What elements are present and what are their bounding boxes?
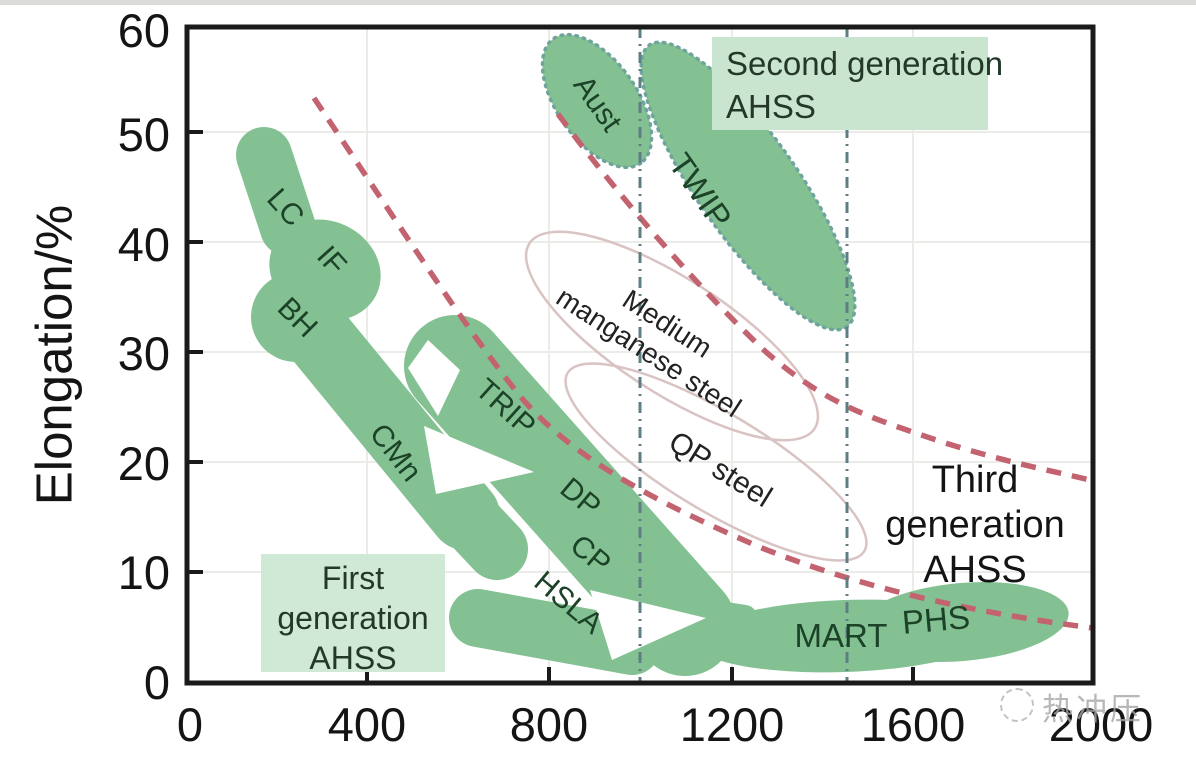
x-tick-400: 400 — [327, 698, 407, 751]
x-tick-1600: 1600 — [860, 698, 966, 751]
axis-ticks — [187, 130, 915, 683]
y-tick-50: 50 — [117, 108, 170, 161]
dashed-boundary-curves — [311, 96, 1094, 631]
watermark-logo-icon — [1000, 688, 1034, 722]
y-tick-40: 40 — [117, 218, 170, 271]
first-generation-line3: AHSS — [309, 640, 397, 676]
x-tick-2000: 2000 — [1048, 698, 1154, 751]
y-tick-10: 10 — [117, 546, 170, 599]
reference-lines — [638, 27, 849, 683]
third-generation-label: Third generation AHSS — [885, 458, 1065, 592]
band-notches — [408, 340, 706, 660]
y-tick-0: 0 — [143, 656, 170, 709]
y-tick-20: 20 — [117, 437, 170, 490]
x-tick-0: 0 — [176, 698, 204, 751]
second-generation-box: Second generation AHSS — [712, 37, 1004, 130]
label-mart: MART — [794, 617, 888, 654]
blob-twip — [639, 40, 857, 332]
third-generation-line3: AHSS — [923, 548, 1027, 591]
first-generation-box: First generation AHSS — [261, 554, 445, 676]
y-axis-title: Elongation/% — [25, 204, 83, 506]
blob-mart-phs — [693, 582, 1069, 673]
image-top-edge — [0, 0, 1196, 5]
y-tick-30: 30 — [117, 327, 170, 380]
first-gen-steel-blobs — [236, 32, 1069, 676]
dashed-curve-lower-left — [311, 96, 1094, 631]
plot-border — [184, 24, 1096, 686]
second-generation-line1: Second generation — [726, 45, 1004, 82]
dashed-curve-upper-right — [555, 112, 1091, 483]
watermark-text: 热冲压 — [1042, 692, 1144, 727]
label-phs: PHS — [900, 598, 972, 641]
second-generation-line2: AHSS — [726, 87, 816, 125]
x-tick-1200: 1200 — [679, 698, 785, 751]
third-generation-line2: generation — [885, 503, 1065, 546]
first-generation-line2: generation — [277, 600, 429, 636]
ellipse-qp-steel — [564, 362, 868, 562]
x-tick-800: 800 — [509, 698, 589, 751]
y-tick-60: 60 — [117, 4, 170, 57]
third-generation-line1: Third — [931, 459, 1019, 501]
first-generation-line1: First — [321, 560, 385, 596]
